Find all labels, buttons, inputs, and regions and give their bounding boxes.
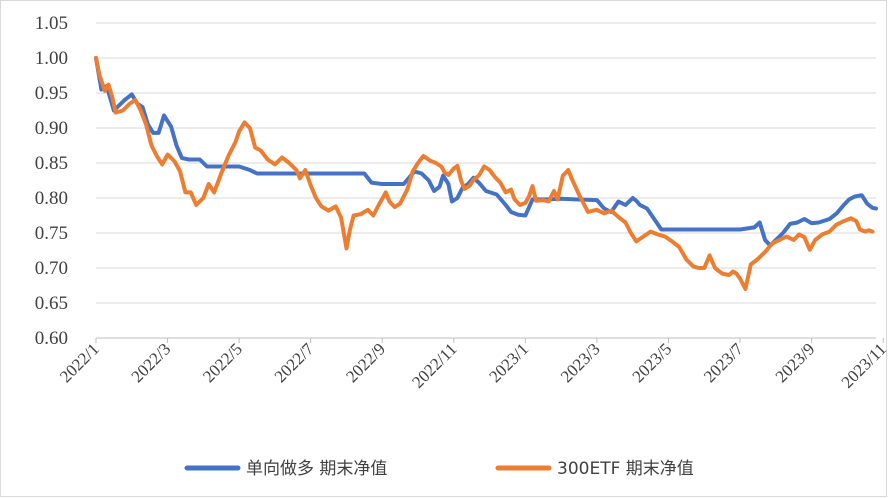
x-tick-label: 2023/7 [700, 339, 747, 386]
x-tick-label: 2022/11 [408, 339, 460, 391]
series-lines [94, 56, 878, 291]
x-tick-label: 2023/1 [485, 339, 532, 386]
y-tick-label: 1.00 [35, 48, 68, 69]
x-tick-label: 2022/3 [128, 339, 175, 386]
y-axis-ticks: 0.60 0.65 0.70 0.75 0.80 0.85 0.90 0.95 1.00 1.05 [35, 13, 68, 349]
y-tick-label: 1.05 [35, 13, 68, 34]
x-tick-label: 2023/9 [772, 339, 819, 386]
y-tick-label: 0.60 [35, 328, 68, 349]
legend: 单向做多 期末净值 300ETF 期末净值 [184, 459, 694, 479]
y-tick-label: 0.95 [35, 83, 68, 104]
x-tick-label: 2023/11 [838, 339, 888, 391]
y-tick-label: 0.90 [35, 118, 68, 139]
gridlines [96, 22, 876, 304]
y-tick-label: 0.70 [35, 258, 68, 279]
legend-label-blue: 单向做多 期末净值 [246, 459, 387, 479]
series-line-long-only [94, 56, 878, 248]
x-tick-label: 2022/9 [342, 339, 389, 386]
x-tick-label: 2023/3 [557, 339, 604, 386]
y-tick-label: 0.85 [35, 153, 68, 174]
legend-label-orange: 300ETF 期末净值 [557, 459, 694, 479]
x-tick-label: 2023/5 [628, 339, 675, 386]
x-tick-label: 2022/7 [271, 339, 318, 386]
x-axis-ticks: 2022/1 2022/3 2022/5 2022/7 2022/9 2022/11 202… [56, 338, 888, 392]
y-tick-label: 0.65 [35, 293, 68, 314]
y-tick-label: 0.75 [35, 223, 68, 244]
x-tick-label: 2022/5 [199, 339, 246, 386]
series-line-300etf [94, 56, 875, 291]
y-tick-label: 0.80 [35, 188, 68, 209]
